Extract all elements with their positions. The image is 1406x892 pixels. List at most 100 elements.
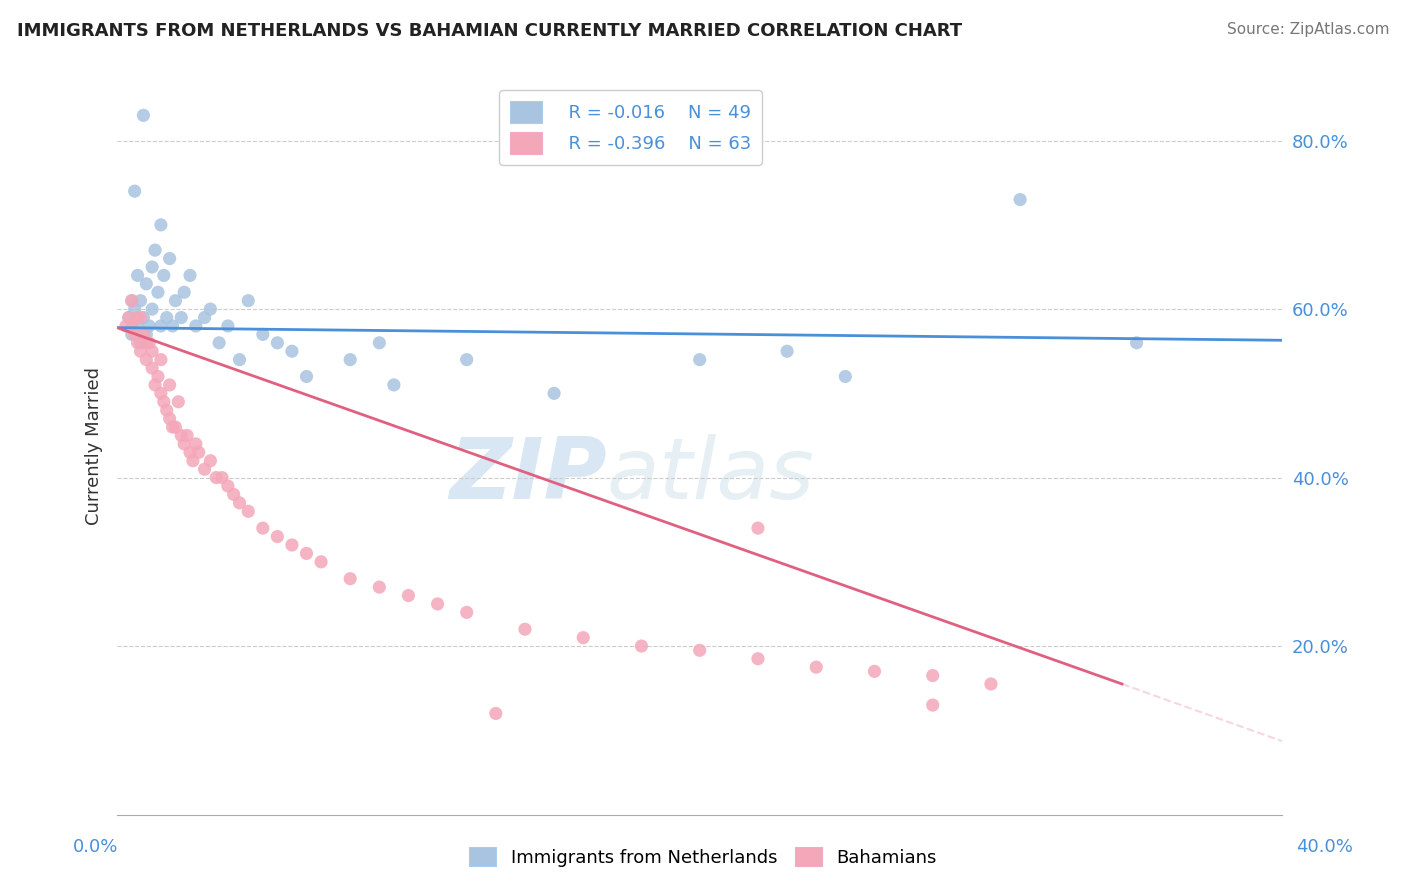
Point [834, 369, 856, 384]
Point [485, 706, 508, 721]
Point [776, 344, 799, 359]
Point [295, 546, 318, 560]
Point [170, 310, 193, 325]
Point [135, 352, 157, 367]
Point [630, 639, 652, 653]
Point [513, 622, 536, 636]
Point [295, 369, 318, 384]
Point [368, 335, 391, 350]
Point [118, 310, 141, 325]
Point [456, 606, 478, 620]
Point [200, 302, 222, 317]
Point [266, 335, 288, 350]
Point [129, 335, 152, 350]
Text: 0.0%: 0.0% [73, 838, 118, 855]
Point [184, 437, 207, 451]
Text: atlas: atlas [606, 434, 814, 517]
Point [921, 668, 943, 682]
Point [141, 302, 163, 317]
Point [863, 665, 886, 679]
Point [200, 454, 222, 468]
Point [1125, 335, 1147, 350]
Point [1010, 193, 1032, 207]
Point [152, 394, 174, 409]
Point [127, 268, 149, 283]
Point [193, 462, 215, 476]
Point [238, 504, 260, 518]
Point [149, 218, 172, 232]
Point [132, 310, 155, 325]
Point [141, 344, 163, 359]
Text: IMMIGRANTS FROM NETHERLANDS VS BAHAMIAN CURRENTLY MARRIED CORRELATION CHART: IMMIGRANTS FROM NETHERLANDS VS BAHAMIAN … [17, 22, 962, 40]
Point [118, 310, 141, 325]
Point [159, 252, 181, 266]
Point [266, 530, 288, 544]
Point [252, 327, 274, 342]
Point [156, 403, 179, 417]
Point [127, 310, 149, 325]
Point [382, 378, 405, 392]
Point [135, 335, 157, 350]
Point [132, 327, 155, 342]
Point [806, 660, 828, 674]
Point [149, 386, 172, 401]
Point [149, 352, 172, 367]
Text: ZIP: ZIP [449, 434, 606, 517]
Point [121, 293, 143, 308]
Y-axis label: Currently Married: Currently Married [86, 367, 103, 525]
Point [135, 327, 157, 342]
Point [143, 243, 166, 257]
Point [129, 344, 152, 359]
Point [921, 698, 943, 712]
Point [184, 318, 207, 333]
Point [138, 335, 160, 350]
Point [368, 580, 391, 594]
Point [572, 631, 595, 645]
Point [281, 538, 304, 552]
Point [132, 108, 155, 122]
Point [339, 352, 361, 367]
Point [193, 310, 215, 325]
Point [173, 437, 195, 451]
Point [165, 293, 187, 308]
Point [141, 260, 163, 274]
Point [167, 394, 190, 409]
Point [426, 597, 449, 611]
Point [143, 378, 166, 392]
Point [129, 310, 152, 325]
Point [228, 352, 250, 367]
Point [146, 369, 169, 384]
Point [281, 344, 304, 359]
Point [138, 318, 160, 333]
Point [124, 302, 146, 317]
Point [162, 318, 184, 333]
Point [252, 521, 274, 535]
Point [228, 496, 250, 510]
Point [208, 335, 231, 350]
Point [165, 420, 187, 434]
Point [162, 420, 184, 434]
Point [211, 470, 233, 484]
Point [181, 454, 204, 468]
Point [747, 521, 769, 535]
Point [146, 285, 169, 300]
Point [127, 318, 149, 333]
Point [129, 293, 152, 308]
Point [121, 293, 143, 308]
Point [173, 285, 195, 300]
Point [689, 352, 711, 367]
Point [152, 268, 174, 283]
Point [543, 386, 565, 401]
Point [309, 555, 332, 569]
Point [135, 277, 157, 291]
Point [121, 318, 143, 333]
Point [179, 268, 201, 283]
Point [176, 428, 198, 442]
Point [124, 327, 146, 342]
Point [398, 589, 420, 603]
Point [170, 428, 193, 442]
Point [127, 335, 149, 350]
Point [238, 293, 260, 308]
Legend:   R = -0.016    N = 49,   R = -0.396    N = 63: R = -0.016 N = 49, R = -0.396 N = 63 [499, 90, 762, 165]
Point [115, 318, 138, 333]
